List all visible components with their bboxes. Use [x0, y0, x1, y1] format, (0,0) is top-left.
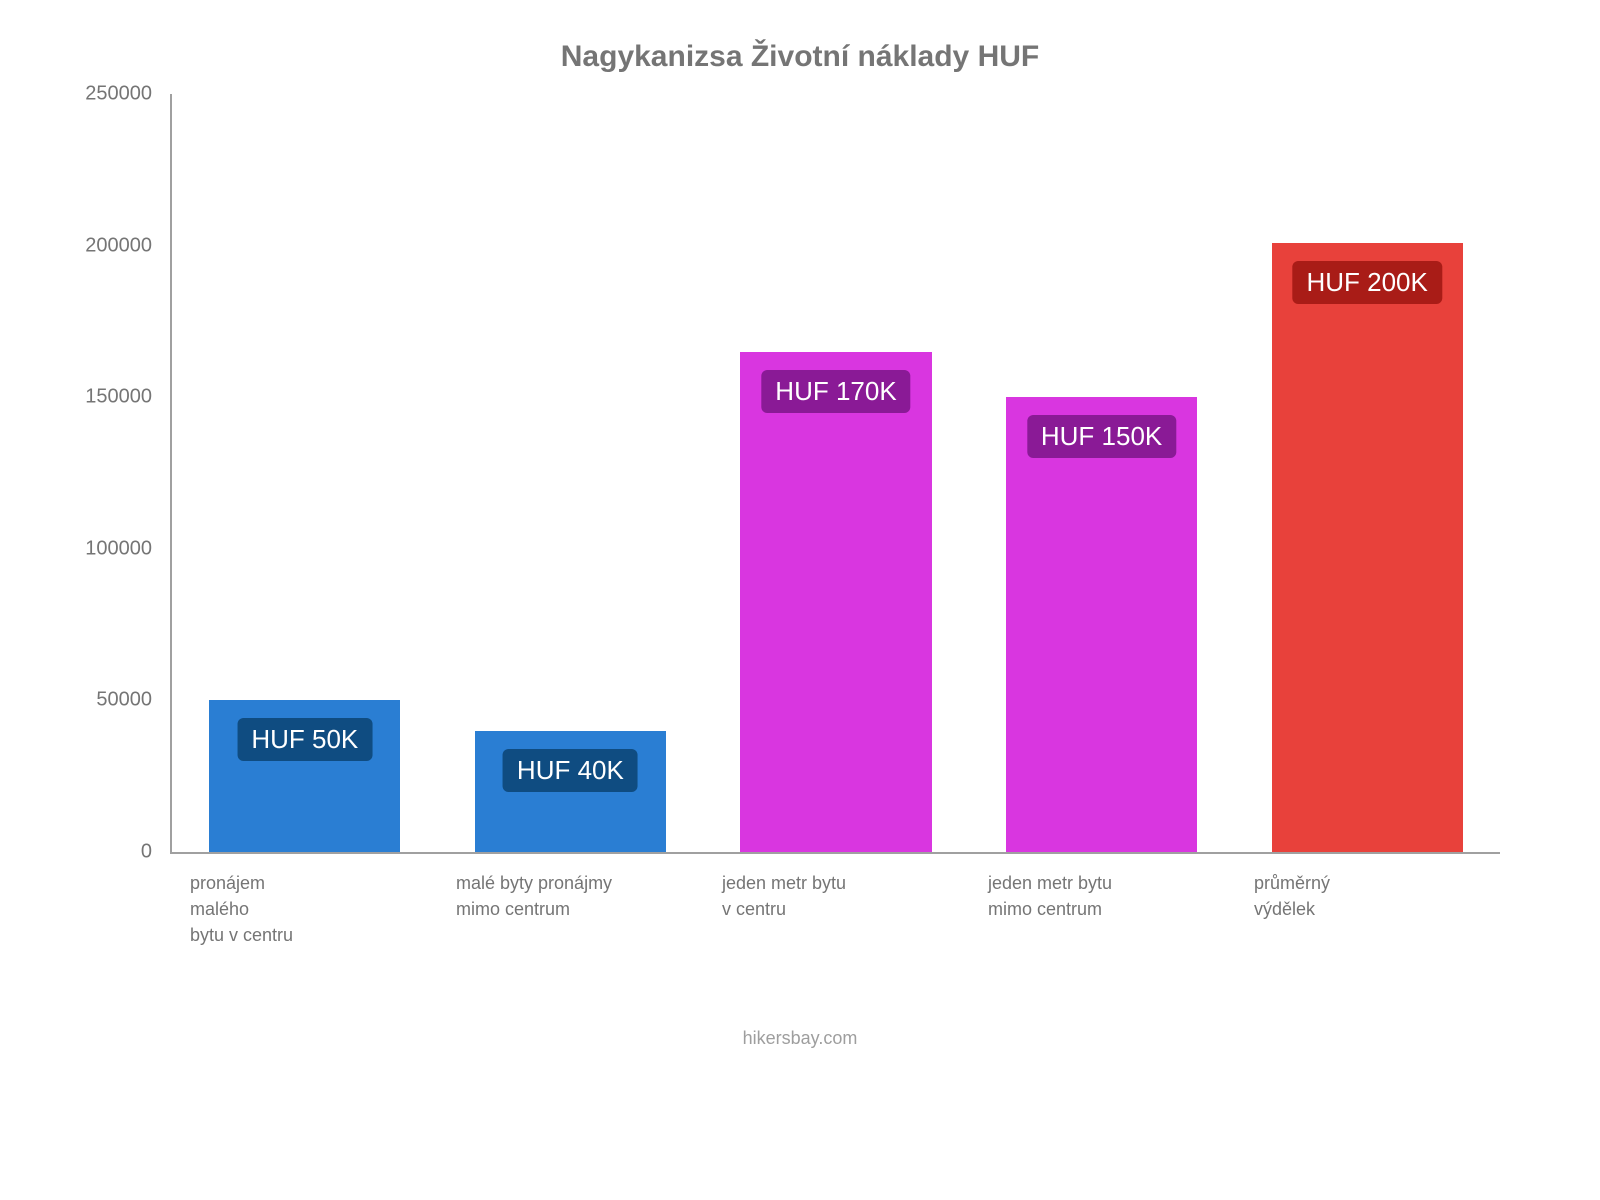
y-axis: 0 50000 100000 150000 200000 250000 — [62, 94, 162, 852]
y-tick-4: 200000 — [85, 234, 152, 257]
bar-4: HUF 200K — [1272, 243, 1463, 852]
bar-0: HUF 50K — [209, 700, 400, 852]
bars-group: HUF 50K HUF 40K HUF 170K HUF 150K — [172, 94, 1500, 852]
bar-slot: HUF 170K — [703, 94, 969, 852]
x-label-1: malé byty pronájmymimo centrum — [436, 870, 702, 948]
bar-label-3: HUF 150K — [1027, 415, 1176, 458]
bar-label-1: HUF 40K — [503, 749, 638, 792]
x-axis: pronájemmaléhobytu v centru malé byty pr… — [170, 870, 1500, 948]
bar-label-2: HUF 170K — [761, 370, 910, 413]
plot-area: 0 50000 100000 150000 200000 250000 HUF … — [170, 94, 1500, 854]
chart-title: Nagykanizsa Životní náklady HUF — [60, 40, 1540, 74]
bar-slot: HUF 40K — [438, 94, 704, 852]
x-label-3: jeden metr bytumimo centrum — [968, 870, 1234, 948]
y-tick-3: 150000 — [85, 386, 152, 409]
x-label-0: pronájemmaléhobytu v centru — [170, 870, 436, 948]
chart-container: Nagykanizsa Životní náklady HUF 0 50000 … — [60, 40, 1540, 1140]
y-tick-1: 50000 — [96, 689, 152, 712]
bar-slot: HUF 200K — [1234, 94, 1500, 852]
bar-3: HUF 150K — [1006, 397, 1197, 852]
x-label-2: jeden metr bytuv centru — [702, 870, 968, 948]
bar-2: HUF 170K — [740, 352, 931, 852]
x-label-4: průměrnývýdělek — [1234, 870, 1500, 948]
bar-label-4: HUF 200K — [1292, 261, 1441, 304]
bar-slot: HUF 50K — [172, 94, 438, 852]
y-tick-5: 250000 — [85, 83, 152, 106]
y-tick-2: 100000 — [85, 537, 152, 560]
bar-1: HUF 40K — [475, 731, 666, 852]
bar-slot: HUF 150K — [969, 94, 1235, 852]
bar-label-0: HUF 50K — [237, 718, 372, 761]
y-tick-0: 0 — [141, 841, 152, 864]
footer-credit: hikersbay.com — [60, 1028, 1540, 1049]
